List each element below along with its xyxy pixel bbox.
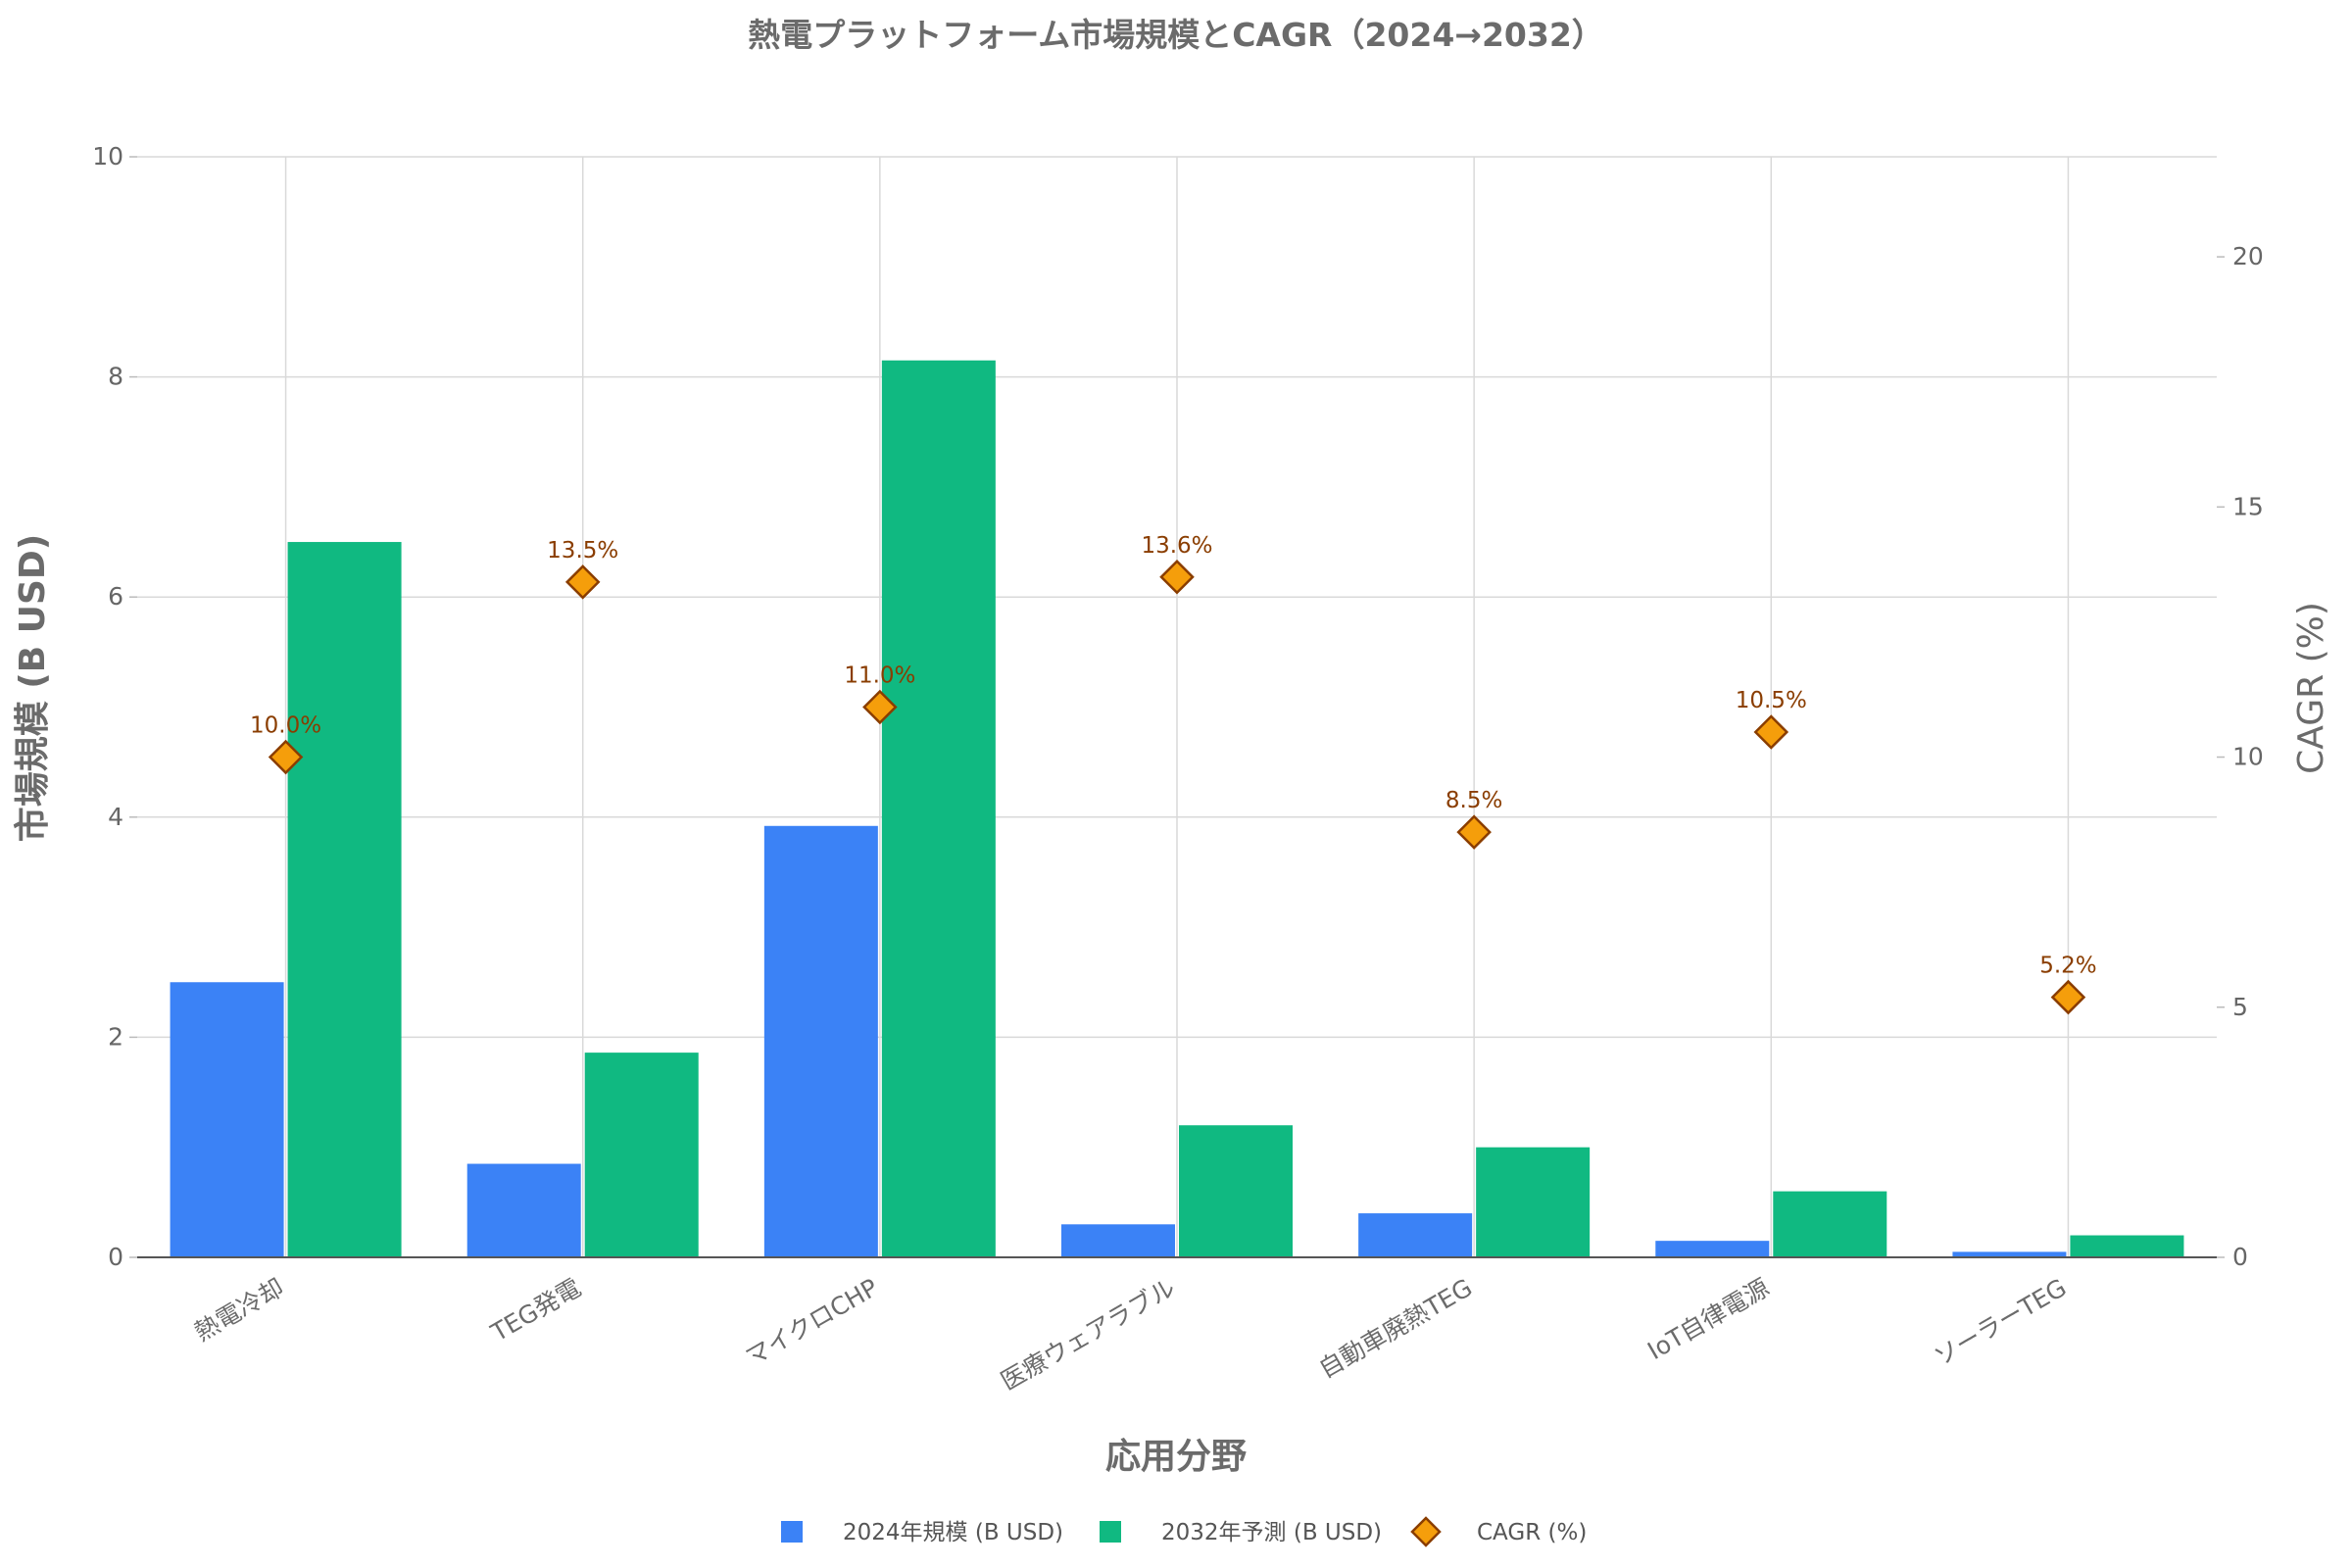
cagr-data-label: 10.5% [1736, 688, 1807, 713]
legend-label: 2024年規模 (B USD) [843, 1520, 1063, 1545]
bar [1358, 1213, 1473, 1257]
x-axis-title: 応用分野 [1105, 1437, 1247, 1477]
cagr-marker [1456, 814, 1492, 850]
cagr-data-label: 10.0% [250, 713, 321, 739]
bar [584, 1053, 699, 1257]
y-tick-label: 4 [108, 803, 123, 831]
y-tick-label: 0 [108, 1243, 123, 1271]
bar [1773, 1191, 1887, 1257]
y-tick-label: 10 [92, 142, 123, 171]
x-tick-label: 自動車廃熱TEG [1314, 1273, 1477, 1384]
y-tick-label: 8 [108, 363, 123, 391]
y2-tick-label: 10 [2232, 743, 2264, 771]
cagr-marker [862, 689, 898, 725]
cagr-marker [564, 564, 601, 600]
legend-marker [1410, 1516, 1442, 1547]
cagr-marker [1159, 560, 1195, 595]
cagr-marker [268, 739, 304, 775]
bar [170, 982, 284, 1257]
x-tick-label: 熱電冷却 [189, 1273, 288, 1347]
bar [1952, 1251, 2067, 1257]
chart-title: 熱電プラットフォーム市場規模とCAGR（2024→2032） [748, 16, 1604, 54]
cagr-data-label: 5.2% [2039, 954, 2096, 979]
legend-label: 2032年予測 (B USD) [1161, 1520, 1382, 1545]
bar [1061, 1224, 1175, 1257]
cagr-marker [1753, 714, 1789, 750]
bar [287, 542, 402, 1257]
y-axis-title: 市場規模 (B USD) [13, 534, 53, 842]
bar [763, 825, 878, 1257]
legend-label: CAGR (%) [1477, 1520, 1587, 1545]
bar [1179, 1125, 1293, 1257]
y2-tick-label: 15 [2232, 492, 2264, 520]
bar [466, 1163, 581, 1257]
x-tick-label: ソーラーTEG [1930, 1273, 2072, 1371]
cagr-data-label: 8.5% [1446, 788, 1502, 813]
x-tick-label: 医療ウェアラブル [996, 1273, 1180, 1396]
bar [1655, 1241, 1770, 1257]
cagr-data-label: 11.0% [844, 663, 915, 689]
bar [1476, 1147, 1591, 1257]
y2-tick-label: 20 [2232, 242, 2264, 270]
y2-tick-label: 0 [2232, 1243, 2248, 1271]
legend-swatch [781, 1521, 803, 1543]
bar [2070, 1235, 2184, 1257]
grid-layer [137, 156, 2217, 1257]
y-tick-label: 2 [108, 1022, 123, 1051]
y2-axis-title: CAGR (%) [2291, 602, 2331, 774]
bar [881, 360, 996, 1257]
cagr-marker [2050, 979, 2086, 1015]
bar-layer [170, 360, 2184, 1257]
x-tick-label: IoT自律電源 [1642, 1273, 1774, 1365]
cagr-data-label: 13.5% [547, 538, 618, 564]
marker-layer: 10.0% 13.5% 11.0% 13.6% 8.5% 10.5% 5.2% [250, 533, 2097, 1015]
x-tick-label: TEG発電 [485, 1273, 585, 1348]
y2-tick-label: 5 [2232, 993, 2248, 1021]
x-tick-label: マイクロCHP [741, 1273, 883, 1372]
legend: 2024年規模 (B USD) 2032年予測 (B USD) CAGR (%) [781, 1516, 1587, 1547]
legend-swatch [1100, 1521, 1121, 1543]
y-tick-label: 6 [108, 582, 123, 611]
cagr-data-label: 13.6% [1141, 533, 1212, 559]
axis-layer: 0 2 4 6 8 10 0 5 10 15 20 熱電冷却 TEG発電 マイクロCHP 医療ウェアラブル 自… [92, 142, 2264, 1396]
